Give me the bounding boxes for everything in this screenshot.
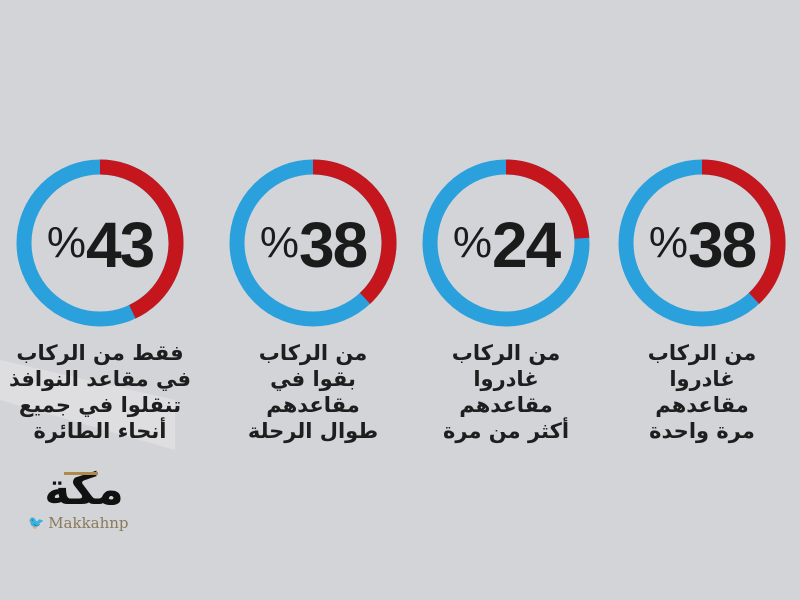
percentage-label: %24 [426, 208, 586, 282]
caption-line: تنقلوا في جميع [18, 393, 182, 417]
caption-line: غادروا [473, 367, 539, 391]
donut-value-slice [701, 159, 786, 304]
chart-caption: من الركاب بقوا في مقاعدهم طوال الرحلة [213, 340, 413, 444]
caption-line: من الركاب [451, 341, 561, 365]
caption-line: غادروا [669, 367, 735, 391]
logo: مكة 🐦 Makkahnp [28, 468, 148, 533]
donut-value-slice [312, 159, 397, 304]
logo-accent [64, 472, 98, 475]
caption-line: من الركاب [258, 341, 368, 365]
percentage-value: 38 [687, 209, 757, 281]
caption-line: مقاعدهم [655, 393, 749, 417]
caption-line: مقاعدهم [266, 393, 360, 417]
percentage-label: %38 [233, 208, 393, 282]
percent-sign: % [259, 218, 299, 267]
percent-sign: % [648, 218, 688, 267]
caption-line: بقوا في [270, 367, 356, 391]
percentage-label: %38 [622, 208, 782, 282]
donut-chart [229, 159, 397, 327]
caption-line: طوال الرحلة [247, 419, 379, 443]
percentage-value: 38 [298, 209, 368, 281]
donut-chart [618, 159, 786, 327]
percent-sign: % [452, 218, 492, 267]
donut-value-slice [99, 159, 184, 319]
handle-text: Makkahnp [48, 514, 129, 532]
caption-line: فقط من الركاب [16, 341, 184, 365]
caption-line: مقاعدهم [459, 393, 553, 417]
percent-sign: % [46, 218, 86, 267]
chart-caption: من الركاب غادروا مقاعدهم مرة واحدة [602, 340, 800, 444]
percentage-value: 43 [85, 209, 155, 281]
caption-line: مرة واحدة [649, 419, 755, 443]
caption-line: أكثر من مرة [442, 419, 570, 443]
donut-chart [422, 159, 590, 327]
chart-caption: من الركاب غادروا مقاعدهم أكثر من مرة [406, 340, 606, 444]
twitter-bird-icon: 🐦 [28, 515, 45, 531]
caption-line: في مقاعد النوافذ [9, 367, 191, 391]
caption-line: أنحاء الطائرة [33, 419, 167, 443]
percentage-label: %43 [20, 208, 180, 282]
donut-chart [16, 159, 184, 327]
caption-line: من الركاب [647, 341, 757, 365]
donut-value-slice [505, 159, 590, 239]
percentage-value: 24 [491, 209, 561, 281]
background-decoration [0, 360, 175, 450]
chart-caption: فقط من الركاب في مقاعد النوافذ تنقلوا في ج… [0, 340, 200, 444]
twitter-handle: 🐦 Makkahnp [28, 514, 148, 532]
